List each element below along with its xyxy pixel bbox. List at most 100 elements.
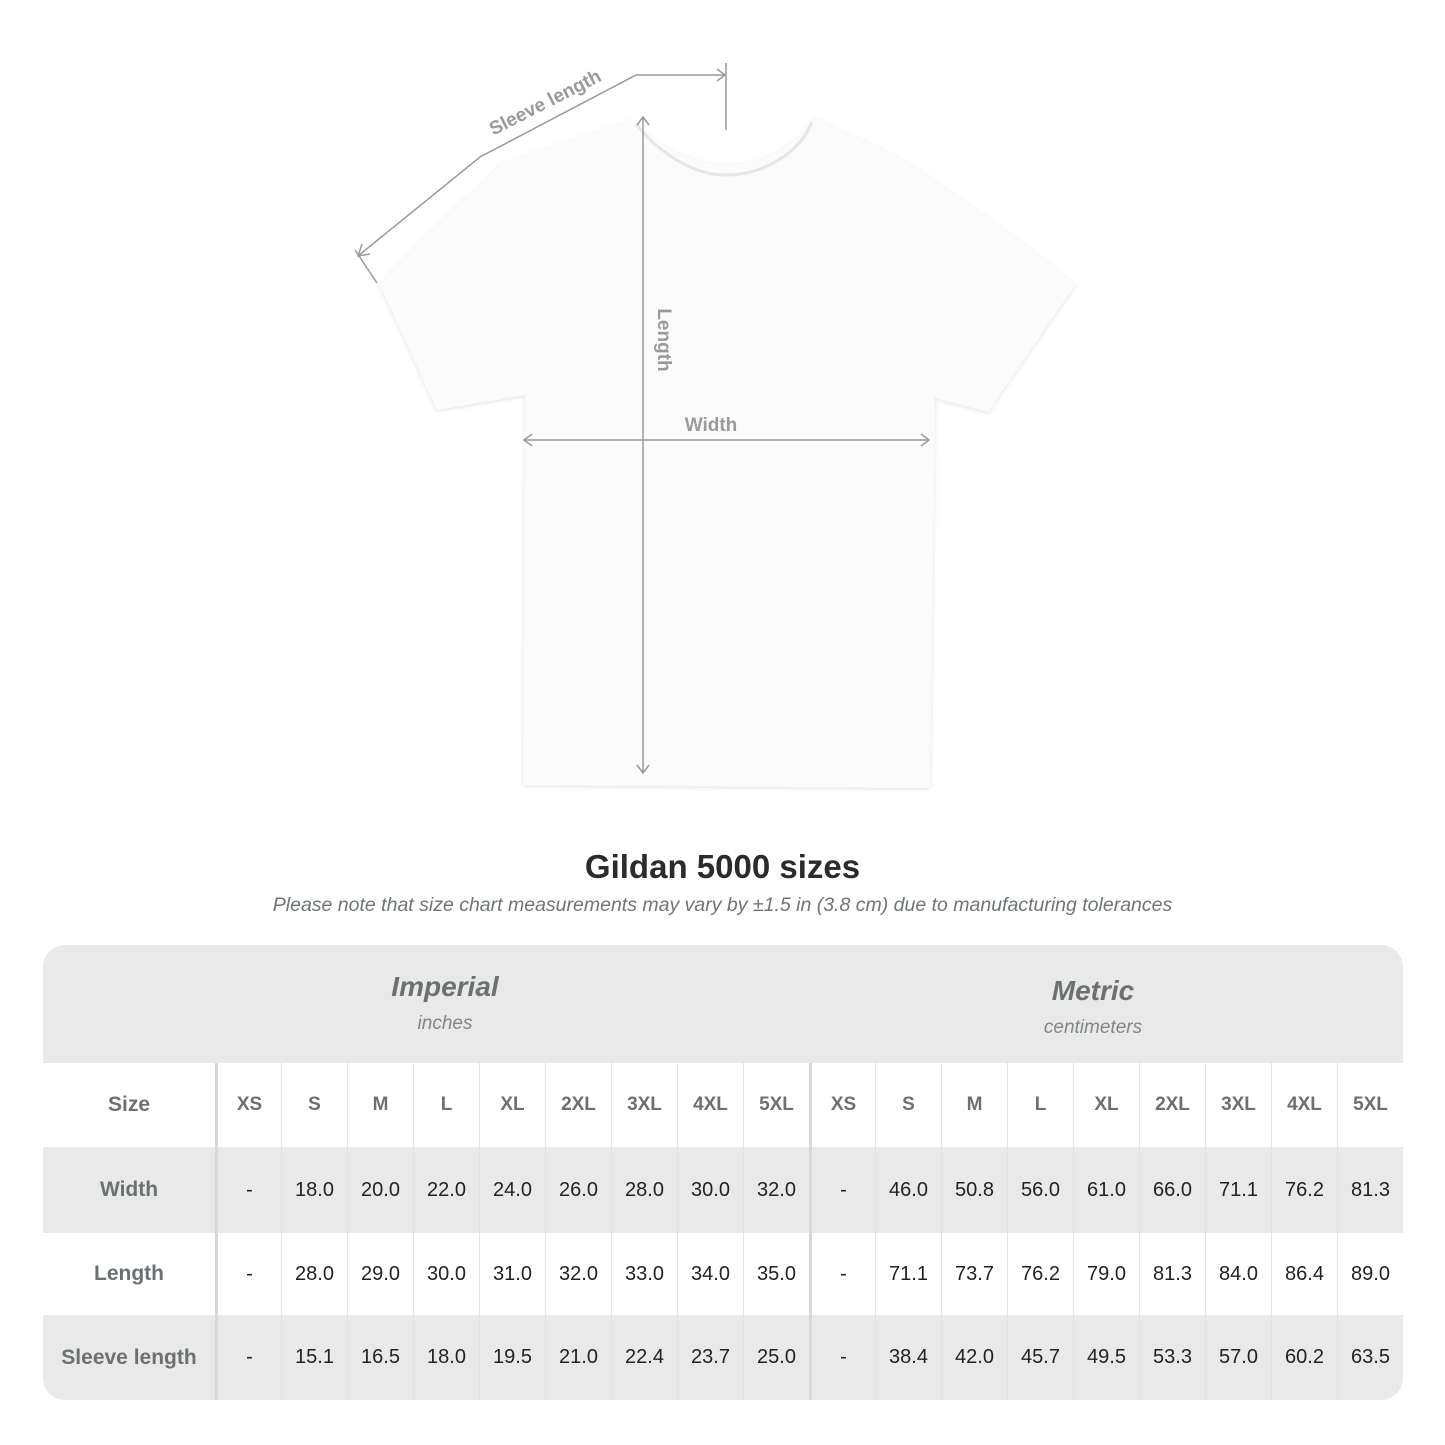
- tolerance-note: Please note that size chart measurements…: [272, 894, 1173, 916]
- size-header-imperial-s: S: [281, 1063, 347, 1147]
- table-cell-imperial: 35.0: [743, 1233, 809, 1315]
- imperial-unit: inches: [417, 1013, 473, 1034]
- size-header-imperial-4xl: 4XL: [677, 1063, 743, 1147]
- table-row-sleeve-length: Sleeve length -15.1 16.5 18.0 19.5 21.0 22.4 23…: [43, 1315, 1403, 1400]
- table-cell-metric: 76.2: [1007, 1233, 1073, 1315]
- table-cell-metric: 79.0: [1073, 1233, 1139, 1315]
- unit-header-band: Imperial inches Metric centimeters: [43, 945, 1403, 1063]
- size-table: Imperial inches Metric centimeters Size …: [43, 945, 1403, 1400]
- table-cell-metric: 60.2: [1271, 1315, 1337, 1400]
- table-cell-imperial: 19.5: [479, 1315, 545, 1400]
- table-cell-metric: 38.4: [875, 1315, 941, 1400]
- size-header-imperial-2xl: 2XL: [545, 1063, 611, 1147]
- table-cell-metric: 84.0: [1205, 1233, 1271, 1315]
- length-arrow-top: [636, 115, 650, 126]
- size-header-imperial-xs: XS: [215, 1063, 281, 1147]
- table-cell-imperial: 28.0: [281, 1233, 347, 1315]
- table-cell-imperial: 29.0: [347, 1233, 413, 1315]
- tshirt-diagram: Sleeve length Length Width: [354, 63, 1075, 788]
- size-header-imperial-5xl: 5XL: [743, 1063, 809, 1147]
- width-arrow-right: [920, 433, 931, 447]
- table-cell-imperial: 28.0: [611, 1147, 677, 1233]
- table-cell-imperial: 32.0: [545, 1233, 611, 1315]
- table-cell-metric: -: [809, 1233, 875, 1315]
- size-header-metric-l: L: [1007, 1063, 1073, 1147]
- width-label: Width: [685, 415, 738, 436]
- size-label: Size: [107, 1093, 151, 1116]
- table-cell-metric: 71.1: [1205, 1147, 1271, 1233]
- size-header-metric-xs: XS: [809, 1063, 875, 1147]
- table-cell-imperial: 30.0: [413, 1233, 479, 1315]
- table-cell-metric: 61.0: [1073, 1147, 1139, 1233]
- size-header-metric-5xl: 5XL: [1337, 1063, 1403, 1147]
- table-cell-imperial: 22.4: [611, 1315, 677, 1400]
- table-cell-imperial: 16.5: [347, 1315, 413, 1400]
- size-header-metric-4xl: 4XL: [1271, 1063, 1337, 1147]
- table-cell-imperial: 20.0: [347, 1147, 413, 1233]
- width-arrow-left: [522, 433, 533, 447]
- imperial-header: Imperial inches: [245, 971, 645, 1035]
- metric-title: Metric: [1051, 975, 1135, 1006]
- table-cell-metric: -: [809, 1147, 875, 1233]
- table-cell-imperial: 33.0: [611, 1233, 677, 1315]
- table-cell-metric: 81.3: [1337, 1147, 1403, 1233]
- table-cell-imperial: 18.0: [413, 1315, 479, 1400]
- table-cell-metric: 56.0: [1007, 1147, 1073, 1233]
- table-cell-metric: 86.4: [1271, 1233, 1337, 1315]
- table-cell-imperial: 24.0: [479, 1147, 545, 1233]
- table-cell-imperial: -: [215, 1233, 281, 1315]
- table-cell-metric: 73.7: [941, 1233, 1007, 1315]
- sleeve-tick-left: [354, 249, 378, 284]
- table-cell-imperial: 15.1: [281, 1315, 347, 1400]
- page-title: Gildan 5000 sizes: [584, 848, 861, 885]
- table-cell-metric: 76.2: [1271, 1147, 1337, 1233]
- metric-header: Metric centimeters: [893, 975, 1293, 1039]
- table-cell-metric: 71.1: [875, 1233, 941, 1315]
- length-label: Length: [653, 308, 674, 371]
- table-cell-metric: 42.0: [941, 1315, 1007, 1400]
- size-header-row: Size XS S M L XL 2XL 3XL 4XL 5XL XS S M L XL 2XL 3XL 4XL…: [43, 1063, 1403, 1147]
- size-header-imperial-3xl: 3XL: [611, 1063, 677, 1147]
- table-cell-metric: -: [809, 1315, 875, 1400]
- sleeve-arrow-right: [716, 68, 727, 82]
- size-header-metric-2xl: 2XL: [1139, 1063, 1205, 1147]
- table-row-width: Width -18.0 20.0 22.0 24.0 26.0 28.0 30.0 32.0-4…: [43, 1147, 1403, 1233]
- size-header-imperial-xl: XL: [479, 1063, 545, 1147]
- table-cell-metric: 81.3: [1139, 1233, 1205, 1315]
- table-cell-imperial: 21.0: [545, 1315, 611, 1400]
- neckline: [634, 121, 814, 177]
- table-cell-metric: 46.0: [875, 1147, 941, 1233]
- table-cell-imperial: 34.0: [677, 1233, 743, 1315]
- size-header-metric-m: M: [941, 1063, 1007, 1147]
- size-header-metric-s: S: [875, 1063, 941, 1147]
- length-arrow-bottom: [636, 764, 650, 775]
- table-cell-metric: 45.7: [1007, 1315, 1073, 1400]
- sleeve-length-label: Sleeve length: [486, 66, 605, 140]
- imperial-title: Imperial: [391, 971, 499, 1002]
- size-header-imperial-m: M: [347, 1063, 413, 1147]
- table-cell-imperial: 26.0: [545, 1147, 611, 1233]
- table-cell-imperial: 22.0: [413, 1147, 479, 1233]
- table-cell-metric: 89.0: [1337, 1233, 1403, 1315]
- table-cell-imperial: 25.0: [743, 1315, 809, 1400]
- sleeve-measure-line: [357, 74, 725, 257]
- table-cell-imperial: -: [215, 1315, 281, 1400]
- table-row-length: Length -28.0 29.0 30.0 31.0 32.0 33.0 34.0 35.0-…: [43, 1233, 1403, 1315]
- table-cell-imperial: -: [215, 1147, 281, 1233]
- size-header-metric-xl: XL: [1073, 1063, 1139, 1147]
- table-cell-imperial: 32.0: [743, 1147, 809, 1233]
- sleeve-arrow-left: [356, 243, 371, 257]
- row-label: Width: [99, 1178, 159, 1201]
- size-header-imperial-l: L: [413, 1063, 479, 1147]
- table-cell-metric: 50.8: [941, 1147, 1007, 1233]
- tshirt-shape: [380, 118, 1075, 788]
- table-cell-metric: 53.3: [1139, 1315, 1205, 1400]
- table-cell-imperial: 30.0: [677, 1147, 743, 1233]
- metric-unit: centimeters: [1043, 1017, 1143, 1038]
- table-cell-metric: 57.0: [1205, 1315, 1271, 1400]
- table-cell-imperial: 23.7: [677, 1315, 743, 1400]
- size-header-metric-3xl: 3XL: [1205, 1063, 1271, 1147]
- row-label: Length: [94, 1262, 164, 1285]
- table-cell-imperial: 18.0: [281, 1147, 347, 1233]
- table-cell-metric: 49.5: [1073, 1315, 1139, 1400]
